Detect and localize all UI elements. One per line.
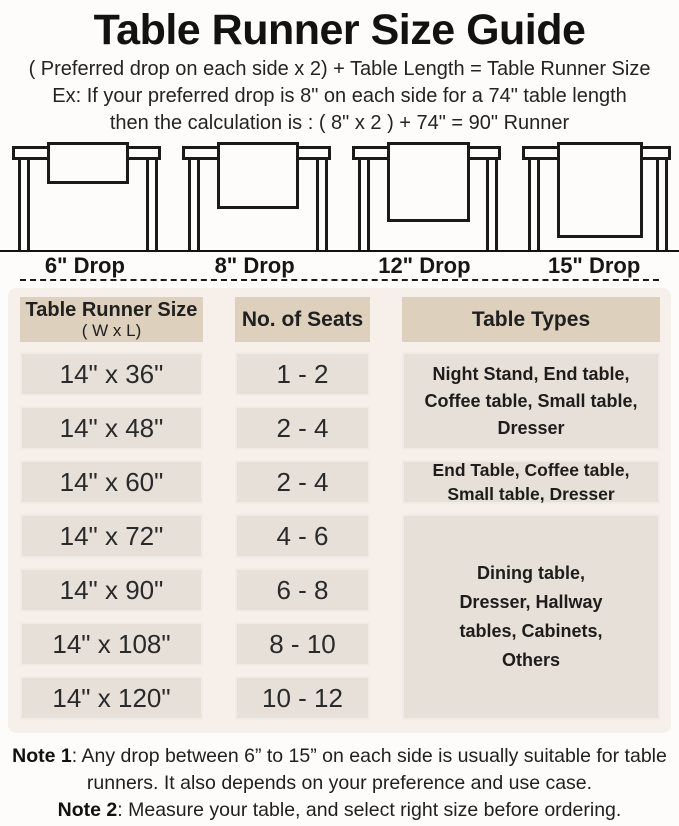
- formula-example-line1: Ex: If your preferred drop is 8" on each…: [52, 85, 627, 107]
- runner-size-cell: 14" x 48": [20, 406, 203, 450]
- notes-section: Note 1: Any drop between 6” to 15” on ea…: [4, 743, 676, 824]
- runner-size-cell: 14" x 90": [20, 568, 203, 612]
- drop-label-6in: 6" Drop: [44, 252, 125, 278]
- seats-cell: 6 - 8: [235, 568, 370, 612]
- dashed-divider-line: [20, 279, 659, 281]
- table-types-cell-small-tables: Night Stand, End table, Coffee table, Sm…: [402, 352, 660, 450]
- page-title: Table Runner Size Guide: [93, 6, 586, 54]
- drop-diagram-strip: [0, 139, 679, 250]
- table-types-cell-large-tables: Dining table, Dresser, Hallway tables, C…: [402, 514, 660, 720]
- runner-size-cell: 14" x 120": [20, 676, 203, 720]
- size-table-panel: Table Runner Size ( W x L) No. of Seats …: [8, 288, 671, 733]
- table-with-runner-6in-icon: [0, 139, 170, 250]
- table-with-runner-15in-icon: [510, 139, 679, 250]
- column-header-table-types: Table Types: [402, 297, 660, 342]
- runner-size-cell: 14" x 60": [20, 460, 203, 504]
- drop-label-12in: 12" Drop: [378, 252, 471, 278]
- size-table: Table Runner Size ( W x L) No. of Seats …: [8, 288, 671, 720]
- note2-text: : Measure your table, and select right s…: [117, 799, 622, 821]
- runner-size-cell: 14" x 108": [20, 622, 203, 666]
- column-header-seats: No. of Seats: [235, 297, 370, 342]
- seats-cell: 1 - 2: [235, 352, 370, 396]
- seats-cell: 8 - 10: [235, 622, 370, 666]
- seats-cell: 4 - 6: [235, 514, 370, 558]
- runner-size-cell: 14" x 72": [20, 514, 203, 558]
- seats-cell: 2 - 4: [235, 460, 370, 504]
- table-types-cell-medium-tables: End Table, Coffee table, Small table, Dr…: [402, 460, 660, 504]
- note1-text: : Any drop between 6” to 15” on each sid…: [71, 745, 667, 794]
- table-with-runner-8in-icon: [170, 139, 340, 250]
- note1: Note 1: Any drop between 6” to 15” on ea…: [12, 745, 667, 794]
- table-with-runner-12in-icon: [340, 139, 510, 250]
- drop-labels-row: 6" Drop 8" Drop 12" Drop 15" Drop: [0, 252, 679, 279]
- runner-size-cell: 14" x 36": [20, 352, 203, 396]
- drop-label-8in: 8" Drop: [214, 252, 295, 278]
- note1-label: Note 1: [12, 745, 72, 767]
- seats-cell: 2 - 4: [235, 406, 370, 450]
- seats-cell: 10 - 12: [235, 676, 370, 720]
- drop-label-15in: 15" Drop: [547, 252, 641, 278]
- table-runner-size-guide-page: Table Runner Size Guide ( Preferred drop…: [0, 4, 679, 826]
- formula-example-line2: then the calculation is : ( 8" x 2 ) + 7…: [109, 112, 570, 134]
- note2-label: Note 2: [57, 799, 118, 821]
- formula-text: ( Preferred drop on each side x 2) + Tab…: [28, 58, 651, 80]
- floor-divider-line: [0, 250, 679, 252]
- note2: Note 2: Measure your table, and select r…: [58, 799, 622, 821]
- column-header-runner-size: Table Runner Size ( W x L): [20, 297, 203, 342]
